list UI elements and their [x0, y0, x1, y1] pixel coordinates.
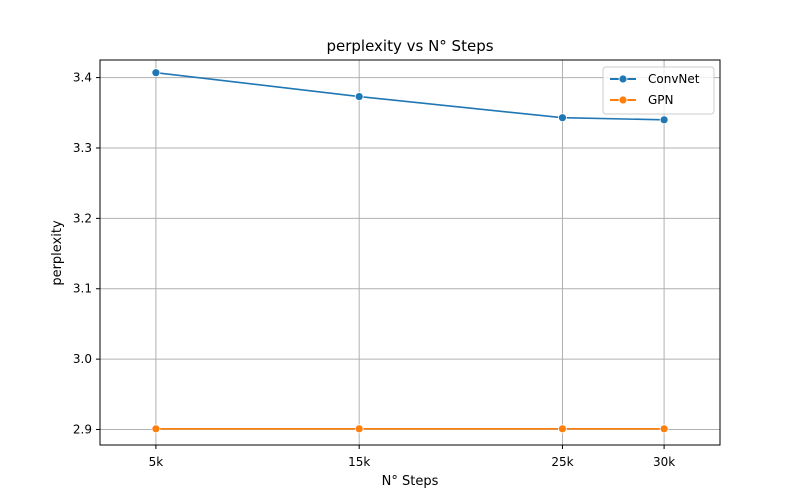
legend-label-convnet: ConvNet: [648, 72, 700, 86]
data-point-gpn: [151, 424, 161, 434]
legend-marker-gpn: [618, 95, 628, 105]
x-tick-label: 25k: [551, 455, 573, 469]
legend-marker-convnet: [618, 74, 628, 84]
y-tick-label: 3.0: [73, 352, 92, 366]
series-line-convnet: [155, 71, 665, 121]
legend-label-gpn: GPN: [648, 93, 674, 107]
grid: [100, 60, 720, 445]
x-axis-label: N° Steps: [382, 474, 439, 489]
y-tick-label: 3.3: [73, 141, 92, 155]
chart-title: perplexity vs N° Steps: [326, 37, 493, 55]
data-point-convnet: [151, 68, 161, 78]
data-point-convnet: [659, 115, 669, 125]
series-layer: [151, 68, 669, 434]
data-point-convnet: [558, 113, 567, 123]
legend: ConvNet GPN: [602, 66, 715, 115]
y-tick-label: 3.2: [73, 211, 92, 225]
data-point-gpn: [659, 424, 669, 434]
data-point-gpn: [558, 424, 567, 434]
y-tick-label: 3.4: [73, 71, 92, 85]
x-tick-label: 15k: [348, 455, 370, 469]
plot-frame: [99, 59, 721, 446]
axis-ticks: 5k 15k 25k 30k 2.9 3.0 3.1 3.2 3.3 3.4: [73, 71, 675, 469]
y-axis-label: perplexity: [50, 220, 65, 286]
y-tick-label: 3.1: [73, 282, 92, 296]
x-tick-label: 5k: [149, 455, 164, 469]
data-point-gpn: [354, 424, 364, 434]
x-tick-label: 30k: [653, 455, 675, 469]
data-point-convnet: [354, 92, 364, 101]
y-tick-label: 2.9: [73, 423, 92, 437]
